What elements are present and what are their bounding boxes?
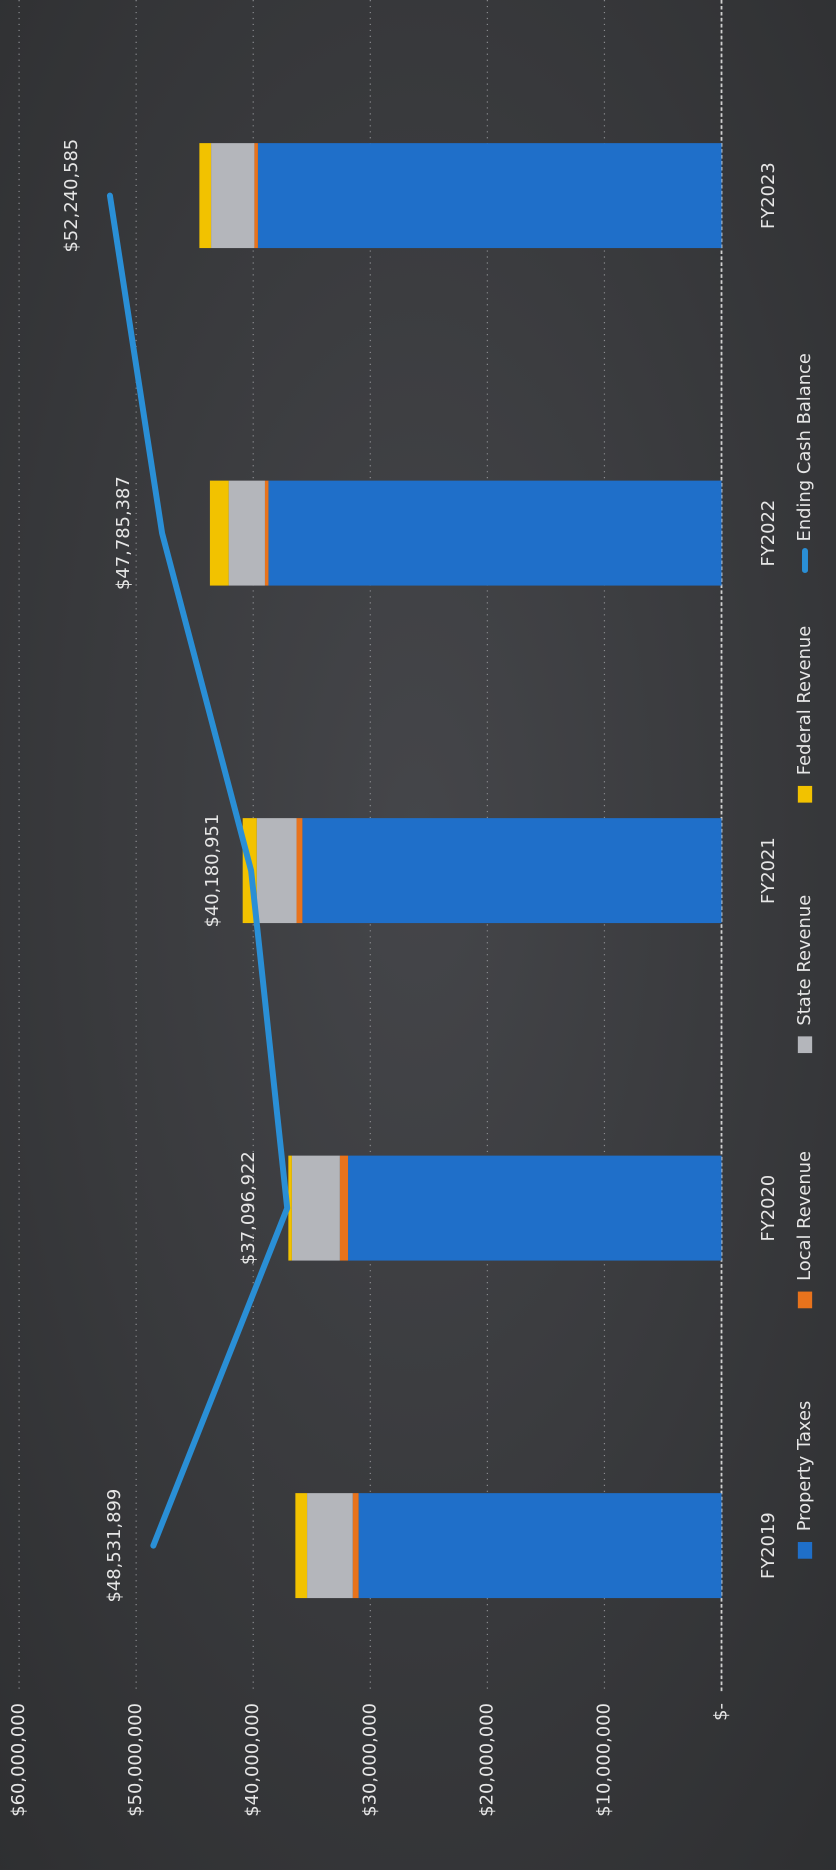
line-series bbox=[106, 192, 291, 1549]
x-tick-label: FY2019 bbox=[758, 1512, 779, 1579]
bar-segment bbox=[358, 1493, 722, 1599]
bar-segment bbox=[199, 143, 212, 249]
bar-segment bbox=[268, 480, 722, 586]
x-tick-label: FY2020 bbox=[758, 1175, 779, 1242]
x-tick-label: FY2022 bbox=[758, 500, 779, 567]
y-tick-label: $- bbox=[711, 1703, 732, 1721]
y-tick-label: $30,000,000 bbox=[359, 1703, 380, 1817]
bar-segment bbox=[256, 818, 297, 924]
bar-segment bbox=[257, 143, 722, 249]
y-tick-label: $60,000,000 bbox=[8, 1703, 29, 1817]
legend-label: Ending Cash Balance bbox=[794, 353, 815, 541]
bar-segment bbox=[295, 1493, 308, 1599]
bar-segment bbox=[211, 143, 255, 249]
y-tick-label: $40,000,000 bbox=[242, 1703, 263, 1817]
x-tick-label: FY2021 bbox=[758, 837, 779, 904]
bar-segment bbox=[254, 143, 258, 249]
y-tick-label: $20,000,000 bbox=[476, 1703, 497, 1817]
legend-label: Property Taxes bbox=[794, 1401, 815, 1532]
bar-segment bbox=[291, 1155, 340, 1261]
legend-swatch bbox=[797, 785, 813, 803]
y-tick-label: $10,000,000 bbox=[593, 1703, 614, 1817]
x-tick-label: FY2023 bbox=[758, 162, 779, 229]
bar-segment bbox=[209, 480, 229, 586]
data-label: $48,531,899 bbox=[104, 1489, 125, 1603]
bar-segment bbox=[228, 480, 265, 586]
legend-label: Federal Revenue bbox=[794, 626, 815, 775]
bar-segment bbox=[296, 818, 303, 924]
legend-label: State Revenue bbox=[794, 895, 815, 1026]
data-label: $47,785,387 bbox=[113, 476, 134, 590]
bar-segment bbox=[264, 480, 269, 586]
bar-segment bbox=[302, 818, 722, 924]
data-label: $52,240,585 bbox=[61, 139, 82, 253]
legend-swatch bbox=[797, 1036, 813, 1054]
legend-swatch bbox=[797, 1542, 813, 1559]
data-label: $40,180,951 bbox=[202, 814, 223, 928]
data-label: $37,096,922 bbox=[238, 1151, 259, 1265]
bar-segment bbox=[352, 1493, 359, 1599]
bar-segment bbox=[348, 1155, 722, 1261]
legend-swatch bbox=[797, 1291, 813, 1309]
bar-segment bbox=[307, 1493, 353, 1599]
legend-label: Local Revenue bbox=[794, 1151, 815, 1281]
bar-segment bbox=[339, 1155, 349, 1261]
y-tick-label: $50,000,000 bbox=[125, 1703, 146, 1817]
